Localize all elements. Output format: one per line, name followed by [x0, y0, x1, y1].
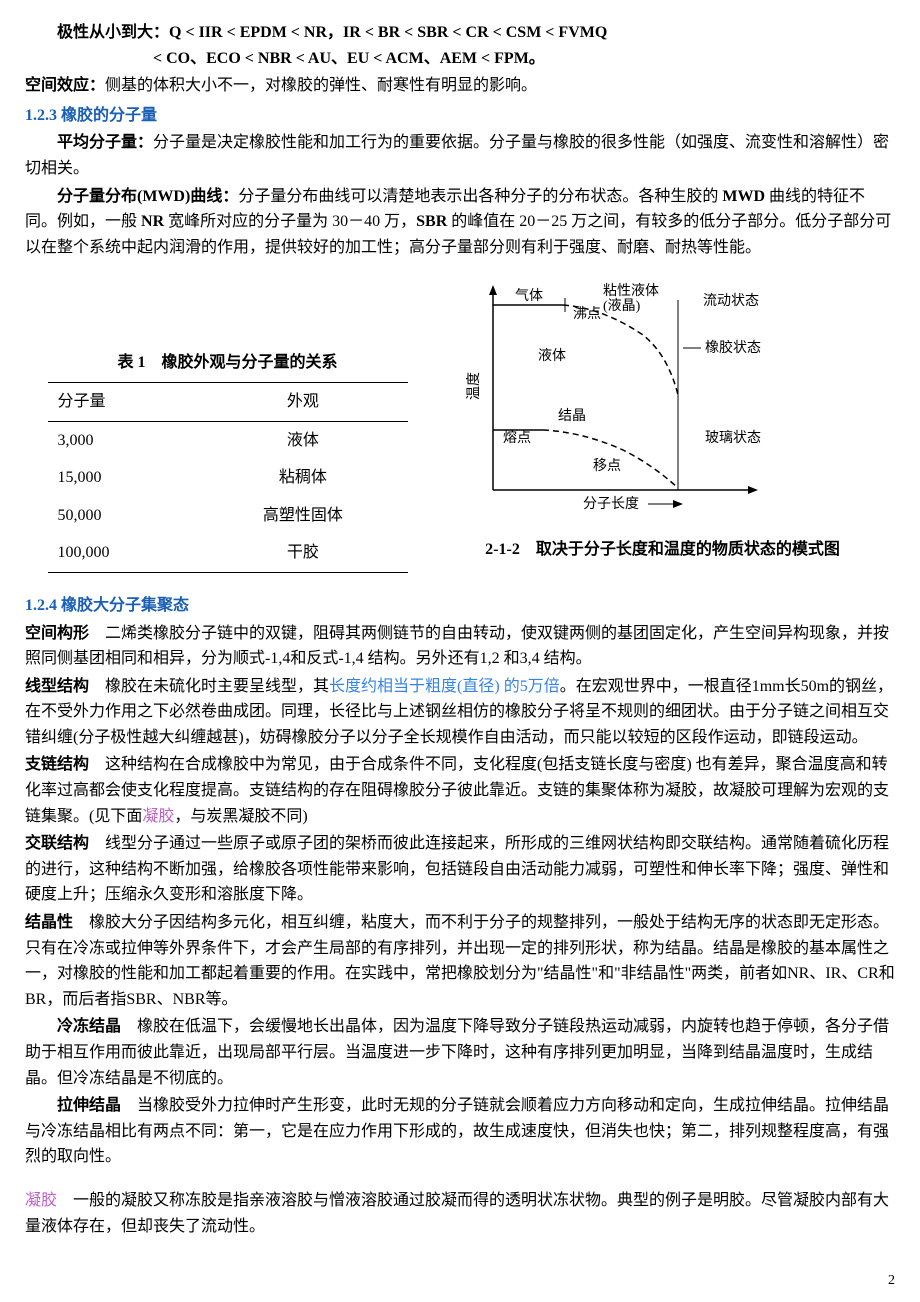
table-row: 100,000干胶	[48, 534, 408, 572]
label-liquid: 液体	[538, 348, 566, 364]
branch-t2: ，与炭黑凝胶不同)	[174, 808, 307, 825]
label-flow-state: 流动状态	[703, 293, 759, 309]
spatial-config-para: 空间构形 二烯类橡胶分子链中的双键，阻碍其两侧链节的自由转动，使双键两侧的基团固…	[25, 621, 895, 672]
cell-mw: 15,000	[48, 459, 199, 497]
cell-mw: 3,000	[48, 421, 199, 459]
stretch-para: 拉伸结晶 当橡胶受外力拉伸时产生形变，此时无规的分子链就会顺着应力方向移动和定向…	[25, 1093, 895, 1170]
label-melting: 熔点	[503, 430, 531, 446]
label-boiling: 沸点	[573, 306, 601, 322]
table-header-row: 分子量 外观	[48, 382, 408, 421]
cell-look: 液体	[198, 421, 407, 459]
crosslink-text: 线型分子通过一些原子或原子团的架桥而彼此连接起来，所形成的三维网状结构即交联结构…	[25, 835, 889, 903]
table-row: 15,000粘稠体	[48, 459, 408, 497]
avg-mw-text: 分子量是决定橡胶性能和加工行为的重要依据。分子量与橡胶的很多性能（如强度、流变性…	[25, 134, 889, 177]
page-number: 2	[888, 1270, 895, 1292]
table-title-prefix: 表 1	[117, 354, 145, 371]
table-row: 3,000液体	[48, 421, 408, 459]
diagram-caption: 2-1-2 取决于分子长度和温度的物质状态的模式图	[453, 537, 873, 563]
table-title: 表 1 橡胶外观与分子量的关系	[48, 350, 408, 376]
label-crystal: 结晶	[558, 408, 586, 424]
mw-table: 分子量 外观 3,000液体 15,000粘稠体 50,000高塑性固体 100…	[48, 382, 408, 573]
polarity-prefix: 极性从小到大：	[57, 24, 169, 41]
label-shift: 移点	[593, 458, 621, 474]
polarity-line-1: 极性从小到大：Q < IIR < EPDM < NR，IR < BR < SBR…	[25, 20, 895, 46]
label-lc: (液晶)	[603, 298, 641, 314]
cell-mw: 50,000	[48, 497, 199, 535]
mwd-b2: NR	[141, 213, 164, 230]
th-mw: 分子量	[48, 382, 199, 421]
avg-mw-para: 平均分子量：分子量是决定橡胶性能和加工行为的重要依据。分子量与橡胶的很多性能（如…	[25, 130, 895, 181]
table-title-text: 橡胶外观与分子量的关系	[162, 354, 338, 371]
spatial-config-text: 二烯类橡胶分子链中的双键，阻碍其两侧链节的自由转动，使双键两侧的基团固定化，产生…	[25, 625, 889, 668]
spatial-effect-para: 空间效应：侧基的体积大小不一，对橡胶的弹性、耐寒性有明显的影响。	[25, 73, 895, 99]
crosslink-label: 交联结构	[25, 835, 89, 852]
mwd-label: 分子量分布(MWD)曲线：	[57, 188, 238, 205]
mwd-para: 分子量分布(MWD)曲线：分子量分布曲线可以清楚地表示出各种分子的分布状态。各种…	[25, 184, 895, 261]
spatial-effect-text: 侧基的体积大小不一，对橡胶的弹性、耐寒性有明显的影响。	[105, 77, 537, 94]
phase-diagram-svg: 气体 沸点 粘性液体 (液晶) 液体 结晶 熔点 移点 流动状态 橡胶状态 玻璃…	[453, 270, 873, 520]
table-block: 表 1 橡胶外观与分子量的关系 分子量 外观 3,000液体 15,000粘稠体…	[48, 350, 408, 573]
crosslink-para: 交联结构 线型分子通过一些原子或原子团的架桥而彼此连接起来，所形成的三维网状结构…	[25, 831, 895, 908]
mwd-t3: 宽峰所对应的分子量为 30－40 万，	[164, 213, 416, 230]
linear-blue: 长度约相当于粗度(直径) 的5万倍	[329, 678, 560, 695]
crystal-text: 橡胶大分子因结构多元化，相互纠缠，粘度大，而不利于分子的规整排列，一般处于结构无…	[25, 914, 895, 1008]
cell-look: 干胶	[198, 534, 407, 572]
gel-para: 凝胶 一般的凝胶又称冻胶是指亲液溶胶与憎液溶胶通过胶凝而得的透明状冻状物。典型的…	[25, 1188, 895, 1239]
freeze-text: 橡胶在低温下，会缓慢地长出晶体，因为温度下降导致分子链段热运动减弱，内旋转也趋于…	[25, 1018, 889, 1086]
spatial-config-label: 空间构形	[25, 625, 89, 642]
label-glass-state: 玻璃状态	[705, 429, 761, 446]
gel-text: 一般的凝胶又称冻胶是指亲液溶胶与憎液溶胶通过胶凝而得的透明状冻状物。典型的例子是…	[25, 1192, 889, 1235]
stretch-text: 当橡胶受外力拉伸时产生形变，此时无规的分子链就会顺着应力方向移动和定向，生成拉伸…	[25, 1097, 889, 1165]
x-axis-label: 分子长度	[583, 496, 639, 512]
cell-mw: 100,000	[48, 534, 199, 572]
linear-para: 线型结构 橡胶在未硫化时主要呈线型，其长度约相当于粗度(直径) 的5万倍。在宏观…	[25, 674, 895, 751]
polarity-line-2: < CO、ECO < NBR < AU、EU < ACM、AEM < FPM。	[25, 46, 895, 72]
crystal-label: 结晶性	[25, 914, 73, 931]
cell-look: 粘稠体	[198, 459, 407, 497]
y-axis-label: 温度	[466, 372, 482, 400]
mwd-t1: 分子量分布曲线可以清楚地表示出各种分子的分布状态。各种生胶的	[238, 188, 722, 205]
figure-row: 表 1 橡胶外观与分子量的关系 分子量 外观 3,000液体 15,000粘稠体…	[25, 270, 895, 573]
branch-pink: 凝胶	[142, 808, 174, 825]
branch-para: 支链结构 这种结构在合成橡胶中为常见，由于合成条件不同，支化程度(包括支链长度与…	[25, 752, 895, 829]
crystal-para: 结晶性 橡胶大分子因结构多元化，相互纠缠，粘度大，而不利于分子的规整排列，一般处…	[25, 910, 895, 1012]
phase-diagram-block: 气体 沸点 粘性液体 (液晶) 液体 结晶 熔点 移点 流动状态 橡胶状态 玻璃…	[453, 270, 873, 562]
label-gas: 气体	[515, 288, 543, 304]
freeze-label: 冷冻结晶	[57, 1018, 121, 1035]
linear-t1: 橡胶在未硫化时主要呈线型，其	[89, 678, 329, 695]
polarity-seq1: Q < IIR < EPDM < NR，IR < BR < SBR < CR <…	[169, 24, 607, 41]
th-look: 外观	[198, 382, 407, 421]
branch-label: 支链结构	[25, 756, 89, 773]
table-row: 50,000高塑性固体	[48, 497, 408, 535]
mwd-b1: MWD	[722, 188, 765, 205]
stretch-label: 拉伸结晶	[57, 1097, 121, 1114]
cell-look: 高塑性固体	[198, 497, 407, 535]
spatial-effect-label: 空间效应：	[25, 77, 105, 94]
linear-label: 线型结构	[25, 678, 89, 695]
label-rubber-state: 橡胶状态	[705, 339, 761, 356]
mwd-b3: SBR	[416, 213, 447, 230]
freeze-para: 冷冻结晶 橡胶在低温下，会缓慢地长出晶体，因为温度下降导致分子链段热运动减弱，内…	[25, 1014, 895, 1091]
label-viscous: 粘性液体	[603, 283, 659, 299]
avg-mw-label: 平均分子量：	[57, 134, 153, 151]
polarity-seq2: < CO、ECO < NBR < AU、EU < ACM、AEM < FPM。	[153, 50, 545, 67]
heading-1-2-3: 1.2.3 橡胶的分子量	[25, 103, 895, 129]
gel-label: 凝胶	[25, 1192, 57, 1209]
heading-1-2-4: 1.2.4 橡胶大分子集聚态	[25, 593, 895, 619]
